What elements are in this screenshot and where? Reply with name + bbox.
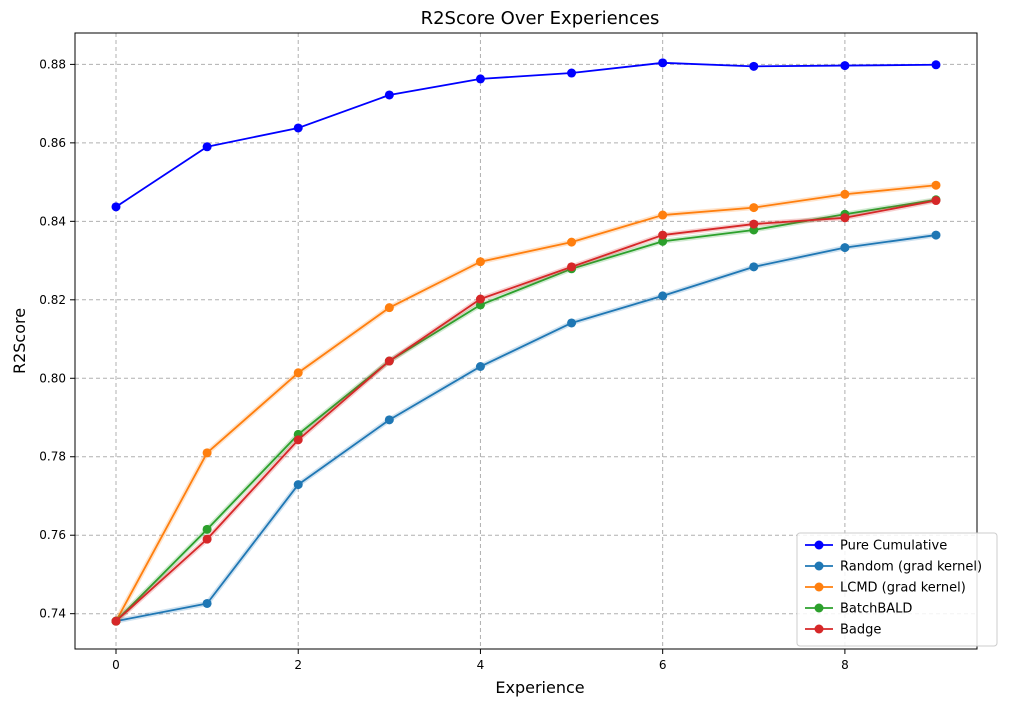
x-tick-label: 8: [841, 658, 849, 672]
data-point: [293, 123, 303, 133]
series-layer: [111, 58, 941, 626]
data-point: [840, 213, 850, 223]
data-point: [840, 189, 850, 199]
data-point: [111, 202, 121, 212]
y-tick-label: 0.82: [39, 293, 66, 307]
legend-label: Badge: [840, 623, 881, 638]
legend-label: LCMD (grad kernel): [840, 581, 966, 596]
data-point: [931, 180, 941, 190]
data-point: [202, 524, 212, 534]
legend-label: Random (grad kernel): [840, 560, 982, 575]
y-tick-label: 0.74: [39, 607, 66, 621]
series-line: [115, 199, 937, 622]
data-point: [384, 90, 394, 100]
data-point: [749, 219, 759, 229]
data-point: [840, 243, 850, 253]
data-point: [202, 598, 212, 608]
data-point: [658, 236, 668, 246]
x-tick-label: 0: [112, 658, 120, 672]
data-point: [749, 61, 759, 71]
data-point: [202, 448, 212, 458]
data-point: [567, 318, 577, 328]
legend-marker: [814, 624, 824, 634]
data-point: [658, 210, 668, 220]
legend-marker: [814, 582, 824, 592]
legend: Pure Cumulative Random (grad kernel) LCMD …: [796, 532, 998, 647]
series-line: [115, 61, 937, 208]
data-point: [931, 196, 941, 206]
data-point: [293, 480, 303, 490]
data-point: [840, 61, 850, 71]
legend-marker: [814, 540, 824, 550]
legend-label: Pure Cumulative: [840, 539, 947, 554]
y-tick-label: 0.78: [39, 450, 66, 464]
data-point: [567, 68, 577, 78]
series-badge: [111, 196, 941, 626]
plot-frame: [74, 32, 978, 650]
y-tick-label: 0.76: [39, 528, 66, 542]
x-tick-label: 2: [294, 658, 302, 672]
data-point: [202, 534, 212, 544]
y-axis-label: R2Score: [10, 308, 29, 374]
data-point: [202, 142, 212, 152]
data-point: [749, 262, 759, 272]
y-tick-label: 0.86: [39, 136, 66, 150]
y-tick-label: 0.88: [39, 57, 66, 71]
data-point: [475, 257, 485, 267]
series-line: [115, 184, 937, 622]
data-point: [293, 368, 303, 378]
x-tick-label: 6: [659, 658, 667, 672]
data-point: [384, 356, 394, 366]
y-tick-label: 0.84: [39, 214, 66, 228]
legend-box: [796, 532, 998, 647]
series-line: [115, 234, 937, 623]
series-random-grad-kernel: [111, 230, 941, 626]
legend-label: BatchBALD: [840, 602, 912, 617]
legend-marker: [814, 603, 824, 613]
data-point: [658, 291, 668, 301]
data-point: [931, 230, 941, 240]
data-point: [658, 230, 668, 240]
series-line: [115, 198, 937, 622]
data-point: [931, 60, 941, 70]
y-tick-label: 0.80: [39, 371, 66, 385]
legend-marker: [814, 561, 824, 571]
data-point: [475, 362, 485, 372]
data-point: [567, 237, 577, 247]
tick-layer: 0 2 4 6 8 0.74 0.76 0.78 0.80 0.82 0.84 0.86 0.88: [39, 57, 848, 672]
data-point: [475, 294, 485, 304]
series-pure-cumulative: [111, 58, 941, 212]
x-axis-label: Experience: [495, 678, 584, 697]
data-point: [475, 74, 485, 84]
data-point: [293, 435, 303, 445]
data-point: [111, 616, 121, 626]
data-point: [567, 262, 577, 272]
x-tick-label: 4: [477, 658, 485, 672]
data-point: [658, 58, 668, 68]
data-point: [384, 415, 394, 425]
data-point: [749, 203, 759, 213]
chart-title: R2Score Over Experiences: [421, 8, 660, 29]
data-point: [384, 303, 394, 313]
